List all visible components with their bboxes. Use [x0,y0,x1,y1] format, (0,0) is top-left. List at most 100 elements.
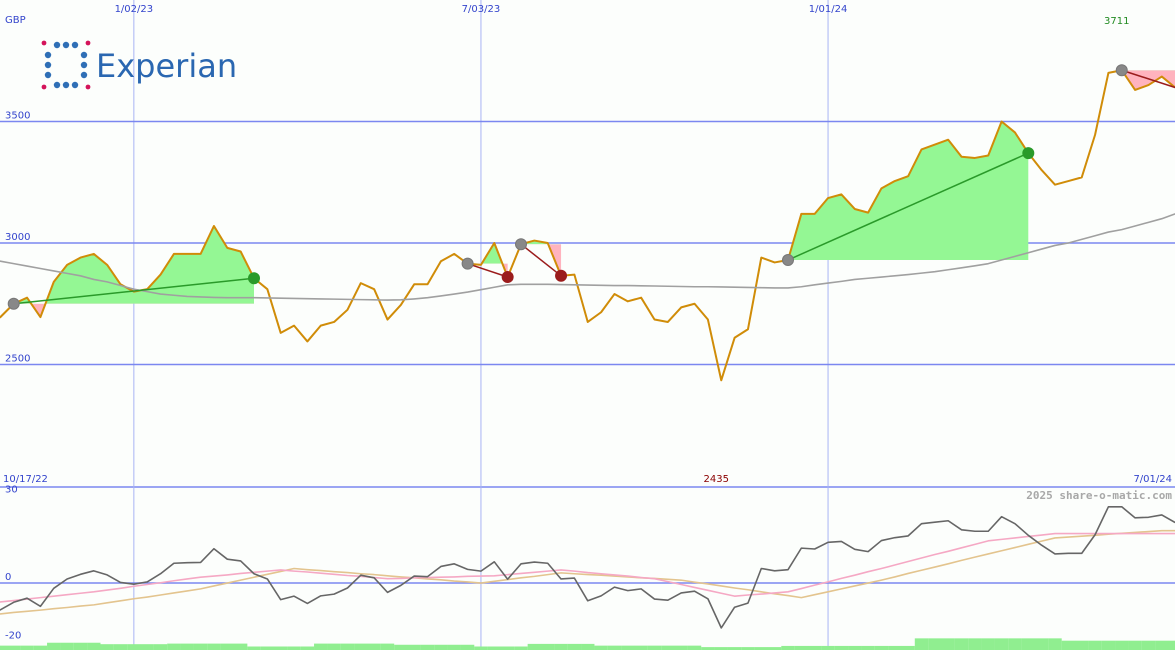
indicator-bar [527,643,542,650]
indicator-bar [567,643,582,650]
entry-marker [1115,64,1128,77]
logo-dot [80,71,88,79]
series-line [0,505,1175,629]
indicator-bar [314,643,328,650]
trade-gain-fill [467,243,508,264]
indicator-bar [47,642,61,650]
indicator-bar [1034,638,1049,650]
series-line [0,213,1175,301]
indicator-bar [741,647,755,650]
logo-dot [44,51,52,59]
indicator-bar [233,643,248,650]
indicator-bar [220,643,234,650]
indicator-bar [674,645,688,650]
x-tick-label: 1/01/24 [809,4,848,15]
indicator-bar [541,643,555,650]
indicator-bar [808,645,822,650]
credit: 2025 share-o-matic.com [1026,489,1172,502]
trade-line [467,262,508,278]
max-label: 3711 [1104,16,1129,27]
indicator-bar [247,646,261,650]
indicator-bar [1141,640,1156,650]
logo-dot [53,81,61,89]
y-tick-label: -20 [5,630,21,641]
indicator-bar [434,644,448,650]
indicator-bar [848,645,862,650]
exit-marker [248,272,260,285]
indicator-bar [901,645,915,650]
indicator-bar [621,645,635,650]
indicator-bar [500,646,515,650]
entry-marker [515,238,527,251]
text-layer: Experian 10/17/22 1/02/23 7/03/23 1/01/24 7/… [3,4,1172,641]
exit-marker [501,271,514,284]
indicator-bar [874,645,889,650]
indicator-bar [340,643,355,650]
indicator-bar [994,638,1009,650]
logo-dot [71,81,79,89]
indicator-bar [300,646,315,650]
indicator-bar [420,644,435,650]
line-layer [0,69,1175,629]
indicator-bar [407,644,421,650]
indicator-bar [367,643,381,650]
series-line [0,69,1175,382]
indicator-bar [287,646,301,650]
logo-dot [85,40,91,46]
trade-line [787,152,1029,261]
indicator-bar [113,644,128,650]
indicator-bar [394,644,408,650]
indicator-bar [274,646,288,650]
indicator-bar [127,644,141,650]
indicator-bar [821,645,835,650]
logo-dot [44,71,52,79]
indicator-bar [594,645,608,650]
trade-loss-fill [13,303,254,318]
logo-dots [44,41,88,89]
y-tick-label: 2500 [5,354,30,365]
exit-marker [1022,147,1035,160]
logo-dot [62,41,70,49]
indicator-bar [647,645,662,650]
x-tick-label: 7/03/23 [462,4,501,15]
indicator-bar [941,638,955,650]
indicator-bar [0,645,8,650]
indicator-bar [327,643,341,650]
indicator-bar [834,645,849,650]
trade-line [520,243,562,277]
indicator-bar [460,644,475,650]
series-line [0,529,1175,615]
indicator-bar [1021,638,1035,650]
min-label: 2435 [704,474,729,485]
indicator-bar [193,643,208,650]
indicator-bar [914,638,929,650]
indicator-bar [661,645,675,650]
trade-gain-fill [788,121,1029,261]
logo-dot [41,84,47,90]
indicator-bar [701,647,715,650]
indicator-bar [207,643,221,650]
indicator-bar [260,646,275,650]
logo-dot [53,41,61,49]
logo-dot [85,84,91,90]
y-tick-label: 0 [5,572,11,583]
indicator-bar [634,645,648,650]
indicator-bar [1128,640,1142,650]
entry-marker [461,257,474,270]
indicator-bar [554,643,568,650]
indicator-bar [487,646,501,650]
indicator-bar [514,646,528,650]
y-tick-label: 3500 [5,111,30,122]
indicator-bar [100,644,114,650]
trade-line [13,277,255,305]
indicator-bar [380,643,395,650]
indicator-bar [714,647,728,650]
entry-marker [782,254,794,267]
marker-layer [7,64,1175,310]
series-line [0,532,1175,603]
y-axis-label: GBP [5,15,26,26]
logo-dot [41,40,47,46]
indicator-bar [60,642,74,650]
